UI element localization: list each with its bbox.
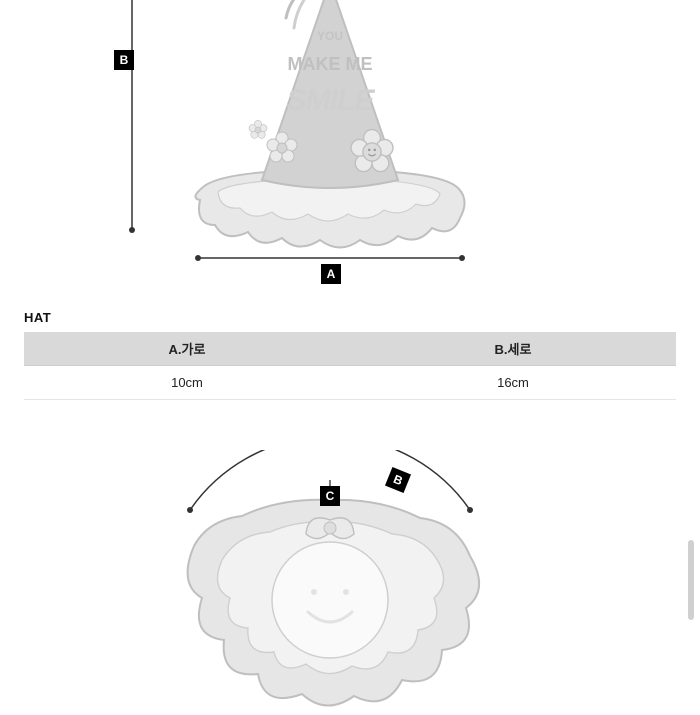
hat-illustration: YOU MAKE ME SMILE xyxy=(90,0,520,280)
dim-badge-b: B xyxy=(114,50,134,70)
section-title-hat: HAT xyxy=(24,310,51,325)
flower-icon xyxy=(249,120,267,138)
table-row: 10cm 16cm xyxy=(24,366,676,400)
hat-dimension-diagram: YOU MAKE ME SMILE xyxy=(90,0,520,280)
cell-b: 16cm xyxy=(350,366,676,400)
hat-spec-table: A.가로 B.세로 10cm 16cm xyxy=(24,332,676,400)
hat-text-bottom: SMILE xyxy=(287,84,376,117)
hat-text-mid: MAKE ME xyxy=(288,54,373,74)
cape-dimension-diagram: B C xyxy=(130,450,530,710)
scrollbar-thumb[interactable] xyxy=(688,540,694,620)
cell-a: 10cm xyxy=(24,366,350,400)
hat-text-top: YOU xyxy=(317,29,343,43)
col-header-a: A.가로 xyxy=(24,332,350,366)
dim-badge-a: A xyxy=(321,264,341,284)
dim-badge-c: C xyxy=(320,486,340,506)
col-header-b: B.세로 xyxy=(350,332,676,366)
